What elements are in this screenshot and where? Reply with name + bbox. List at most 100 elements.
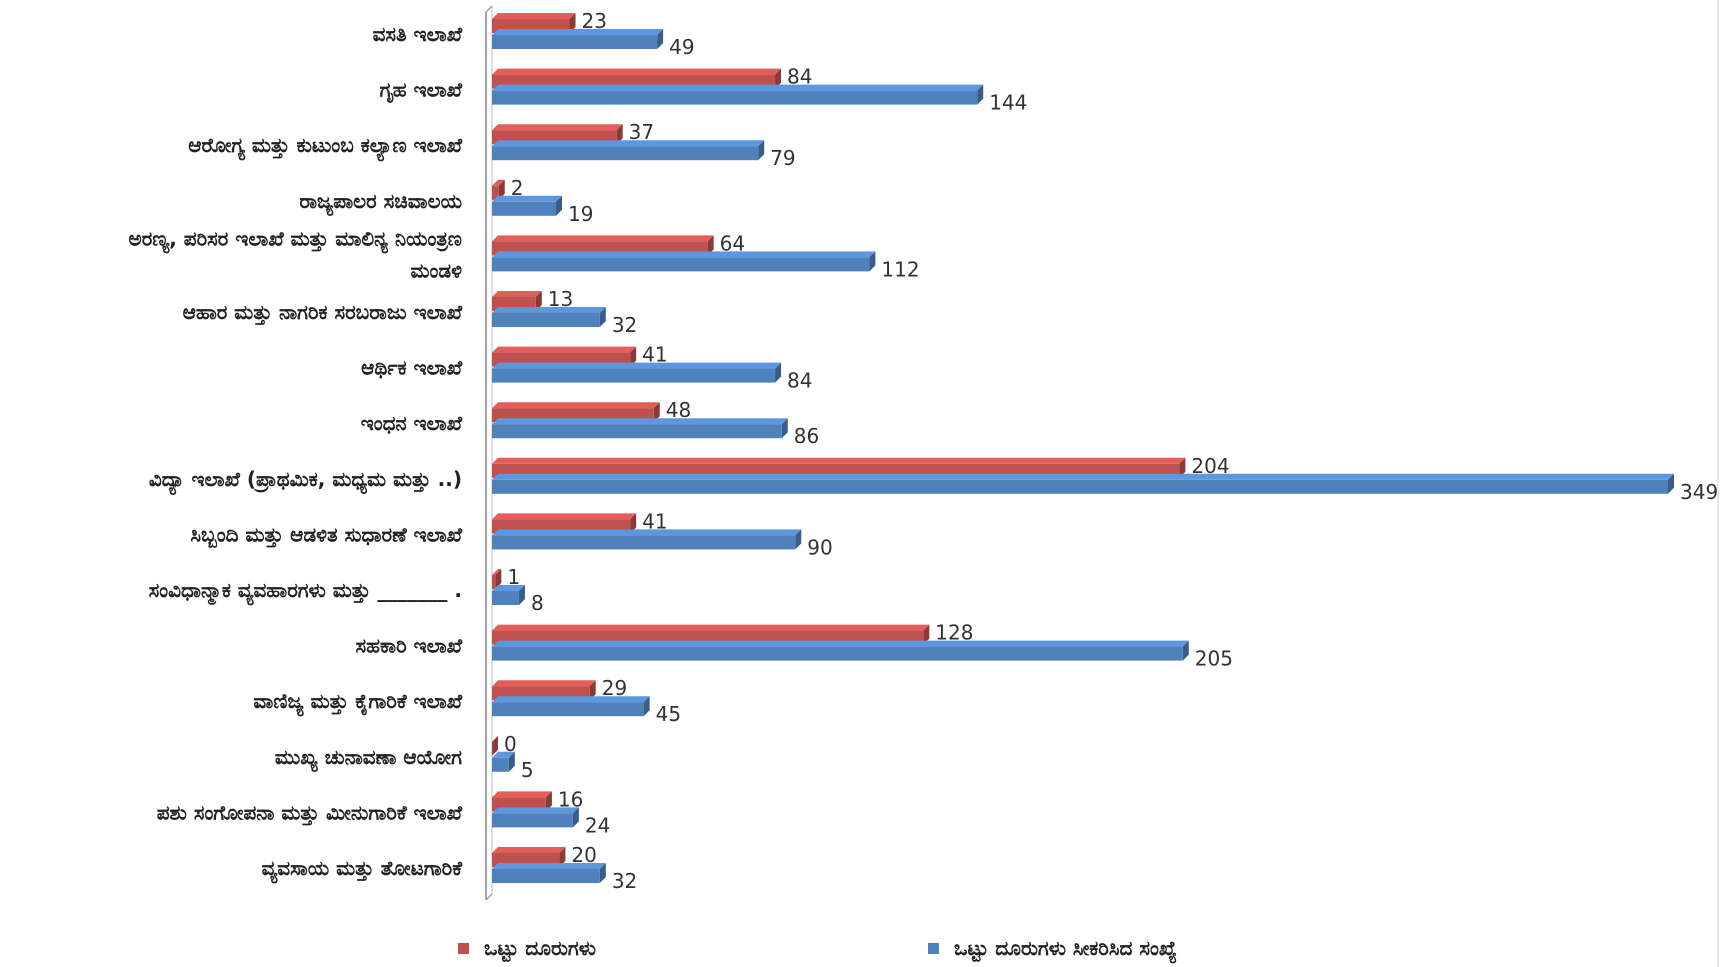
bar-series2-top xyxy=(492,29,664,35)
data-label-series2: 90 xyxy=(807,535,832,559)
bar-series2-top xyxy=(492,84,984,91)
category-label: ಸಂವಿಧಾನ್ಮಾಕ ವ್ಯವಹಾರಗಳು ಮತ್ತು _______ . xyxy=(149,578,462,606)
bar-series2 xyxy=(492,869,600,883)
bar-series1 xyxy=(492,185,499,200)
bar-series2-side xyxy=(1668,473,1674,494)
bar-series2 xyxy=(492,90,978,105)
bar-series1-top xyxy=(492,457,1186,464)
bar-series2-side xyxy=(508,751,515,772)
category-label: ವ್ಯವಸಾಯ ಮತ್ತು ತೋಟಗಾರಿಕೆ xyxy=(262,856,464,884)
data-label-series2: 8 xyxy=(531,591,544,615)
category-label: ವಸತಿ ಇಲಾಖೆ xyxy=(373,22,464,46)
bar-series2-side xyxy=(781,418,788,439)
data-label-series2: 112 xyxy=(881,257,919,281)
bar-series1-top xyxy=(492,402,660,409)
bar-series2 xyxy=(492,257,870,272)
bar-series2-top xyxy=(492,585,525,591)
bar-series1-side xyxy=(630,513,637,534)
bar-series2 xyxy=(492,813,573,828)
bar-series1-side xyxy=(495,569,502,589)
category-label: ವಾಣಿಜ್ಯ ಮತ್ತು ಕೈಗಾರಿಕೆ ಇಲಾಖೆ xyxy=(253,689,463,717)
bar-series2 xyxy=(492,146,759,161)
bar-series2 xyxy=(492,35,658,49)
bar-series2-side xyxy=(977,84,984,105)
data-label-series2: 5 xyxy=(521,758,534,782)
bar-series2-side xyxy=(572,807,579,828)
data-label-series2: 86 xyxy=(794,424,819,448)
data-label-series2: 24 xyxy=(585,813,610,837)
category-label: ಅರಣ್ಯ, ಪರಿಸರ ಇಲಾಖೆ ಮತ್ತು ಮಾಲಿನ್ಯ ನಿಯಂತ್ರ… xyxy=(129,226,463,282)
category-label: ಪಶು ಸಂಗೋಪನಾ ಮತ್ತು ಮೀನುಗಾರಿಕೆ ಇಲಾಖೆ xyxy=(157,800,463,826)
bar-series1-top xyxy=(492,791,552,798)
axis-wall-top xyxy=(485,5,493,13)
bar-series2 xyxy=(492,535,796,550)
legend-swatch xyxy=(928,943,939,954)
bar-series2-side xyxy=(657,29,664,49)
bar-series1 xyxy=(492,741,493,756)
bar-series2-top xyxy=(492,863,606,869)
data-label-series2: 349 xyxy=(1680,480,1718,504)
data-label-series2: 49 xyxy=(669,35,694,59)
bar-series2-top xyxy=(492,195,563,202)
bar-series2-side xyxy=(599,863,606,883)
bar-series1-side xyxy=(589,680,596,701)
data-label-series2: 79 xyxy=(770,146,795,170)
legend-label: ಒಟ್ಟು ದೂರುಗಳು ಸೀಕರಿಸಿದ ಸಂಖ್ಯೆ xyxy=(954,936,1177,964)
data-label-series2: 84 xyxy=(787,369,812,393)
bar-series1-top xyxy=(492,13,576,19)
bar-series1-side xyxy=(559,847,566,867)
bar-series2-side xyxy=(869,251,876,272)
bar-series2-top xyxy=(492,362,782,369)
category-label: ಆರೋಗ್ಯ ಮತ್ತು ಕುಟುಂಬ ಕಲ್ಯಾಣ ಇಲಾಖೆ xyxy=(188,133,463,162)
bar-series2-top xyxy=(492,696,650,703)
bar-series2-side xyxy=(643,696,650,717)
bar-series1-top xyxy=(492,124,623,131)
bar-series2-side xyxy=(556,195,563,216)
bar-series1-side xyxy=(616,124,623,145)
bar-series1-top xyxy=(492,569,502,575)
bar-series1-top xyxy=(492,513,637,520)
legend-swatch xyxy=(458,943,469,954)
bar-series1-top xyxy=(492,624,930,631)
category-label: ಆಹಾರ ಮತ್ತು ನಾಗರಿಕ ಸರಬರಾಜು ಇಲಾಖೆ xyxy=(183,300,464,326)
bar-series2-side xyxy=(795,529,802,550)
bar-series2-side xyxy=(775,362,782,383)
bar-series1 xyxy=(492,575,496,589)
legend-label: ಒಟ್ಟು ದೂರುಗಳು xyxy=(484,936,596,963)
bar-series1-side xyxy=(775,68,782,89)
data-label-series2: 32 xyxy=(612,869,637,893)
bar-series1-side xyxy=(492,735,498,756)
bar-series2-top xyxy=(492,751,515,758)
bar-series1-side xyxy=(707,235,714,256)
bar-series1-top xyxy=(492,680,596,687)
category-label: ಸಿಬ್ಬಂದಿ ಮತ್ತು ಆಡಳಿತ ಸುಧಾರಣೆ ಇಲಾಖೆ xyxy=(190,522,463,548)
data-label-series1: 2 xyxy=(511,176,524,200)
bar-series1-side xyxy=(498,179,505,200)
bar-series1-side xyxy=(923,624,930,645)
category-label: ವಿದ್ಯಾ ಇಲಾಖೆ (ಪ್ರಾಥಮಿಕ, ಮಧ್ಯಮ ಮತ್ತು ..) xyxy=(149,467,462,496)
data-label-series2: 32 xyxy=(612,313,637,337)
bar-series2-side xyxy=(599,307,606,327)
bar-series2-side xyxy=(758,140,765,161)
bar-series2-side xyxy=(518,585,525,605)
bar-series2 xyxy=(492,479,1668,494)
bar-series1-side xyxy=(1179,457,1186,478)
bar-series2 xyxy=(492,591,519,605)
bar-series2-top xyxy=(492,807,579,814)
category-label: ಇಂಧನ ಇಲಾಖೆ xyxy=(361,411,463,435)
bar-series2-top xyxy=(492,418,788,425)
bar-series2 xyxy=(492,424,782,439)
bar-series2 xyxy=(492,757,509,772)
bar-series1-side xyxy=(545,791,552,812)
bar-series1-top xyxy=(492,291,542,297)
category-label: ಆರ್ಥಿಕ ಇಲಾಖೆ xyxy=(361,356,463,380)
bar-series1-side xyxy=(569,13,576,33)
bar-series2-side xyxy=(1182,640,1189,661)
category-label: ಮುಖ್ಯ ಚುನಾವಣಾ ಆಯೋಗ xyxy=(275,745,462,773)
bar-series2-top xyxy=(492,529,802,536)
bar-series1-top xyxy=(492,235,714,242)
data-label-series2: 144 xyxy=(989,91,1027,115)
bar-series1-top xyxy=(492,179,505,186)
bar-series2-top xyxy=(492,473,1674,480)
